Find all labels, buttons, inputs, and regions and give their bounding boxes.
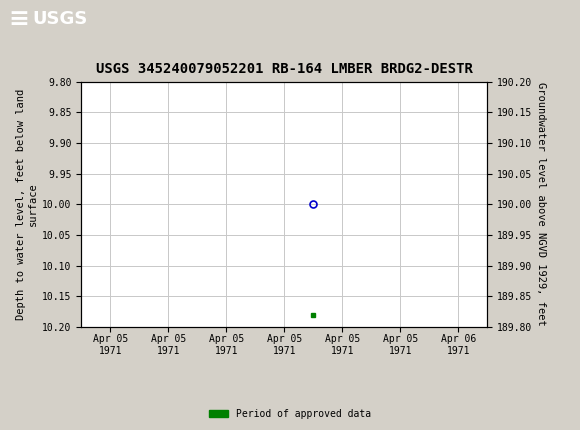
Title: USGS 345240079052201 RB-164 LMBER BRDG2-DESTR: USGS 345240079052201 RB-164 LMBER BRDG2-… — [96, 62, 473, 77]
Text: ≡: ≡ — [9, 7, 30, 31]
Legend: Period of approved data: Period of approved data — [205, 405, 375, 423]
Text: USGS: USGS — [32, 10, 87, 28]
Y-axis label: Depth to water level, feet below land
surface: Depth to water level, feet below land su… — [16, 89, 38, 320]
Y-axis label: Groundwater level above NGVD 1929, feet: Groundwater level above NGVD 1929, feet — [536, 83, 546, 326]
